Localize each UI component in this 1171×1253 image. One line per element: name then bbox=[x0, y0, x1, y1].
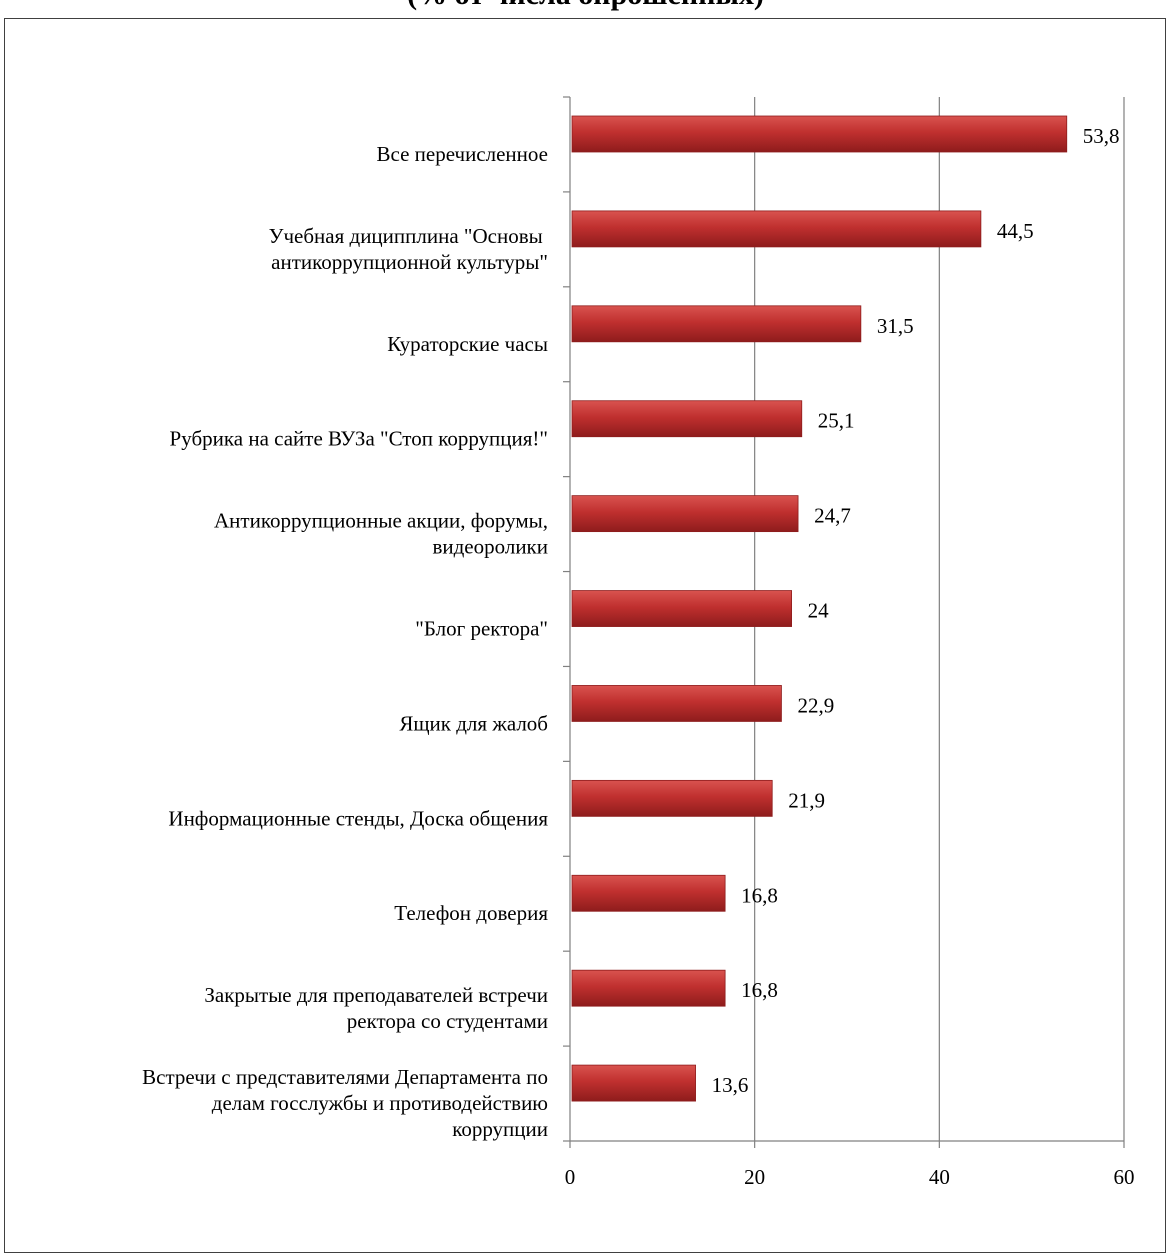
category-label: Рубрика на сайте ВУЗа "Стоп коррупция!" bbox=[170, 427, 548, 451]
category-label: Антикоррупционные акции, форумы, видеорол… bbox=[214, 509, 548, 559]
category-label: Учебная диципплина "Основы антикоррупцио… bbox=[269, 224, 548, 274]
x-tick-label: 0 bbox=[565, 1165, 576, 1189]
data-label: 22,9 bbox=[797, 693, 834, 717]
category-label: Информационные стенды, Доска общения bbox=[168, 806, 548, 830]
data-label: 53,8 bbox=[1083, 124, 1120, 148]
category-label: Встречи с представителями Департамента п… bbox=[142, 1065, 548, 1141]
bar bbox=[571, 115, 1068, 153]
data-label: 24 bbox=[808, 599, 830, 623]
category-label: Закрытые для преподавателей встречи ректо… bbox=[204, 983, 548, 1033]
data-label: 21,9 bbox=[788, 788, 825, 812]
data-label: 16,8 bbox=[741, 883, 778, 907]
data-label: 25,1 bbox=[818, 409, 855, 433]
category-label: Кураторские часы bbox=[387, 332, 548, 356]
category-label: Ящик для жалоб bbox=[399, 711, 548, 735]
x-tick-label: 20 bbox=[744, 1165, 765, 1189]
bar bbox=[571, 210, 982, 248]
bar bbox=[571, 685, 782, 722]
bar bbox=[571, 1064, 696, 1102]
x-tick-label: 40 bbox=[929, 1165, 950, 1189]
bar bbox=[571, 400, 803, 438]
chart-title: (% от числа опрошенных) bbox=[0, 0, 1171, 12]
data-label: 16,8 bbox=[741, 978, 778, 1002]
bar bbox=[571, 779, 773, 817]
bar bbox=[571, 590, 793, 627]
x-tick-label: 60 bbox=[1114, 1165, 1135, 1189]
category-label: Все перечисленное bbox=[377, 142, 549, 166]
bar bbox=[571, 969, 726, 1007]
category-label: Телефон доверия bbox=[394, 901, 548, 925]
data-label: 13,6 bbox=[712, 1073, 749, 1097]
bar bbox=[571, 305, 862, 343]
data-label: 31,5 bbox=[877, 314, 914, 338]
bar bbox=[571, 874, 726, 912]
data-label: 44,5 bbox=[997, 219, 1034, 243]
bar bbox=[571, 495, 799, 533]
category-label: "Блог ректора" bbox=[415, 616, 548, 640]
data-label: 24,7 bbox=[814, 504, 851, 528]
